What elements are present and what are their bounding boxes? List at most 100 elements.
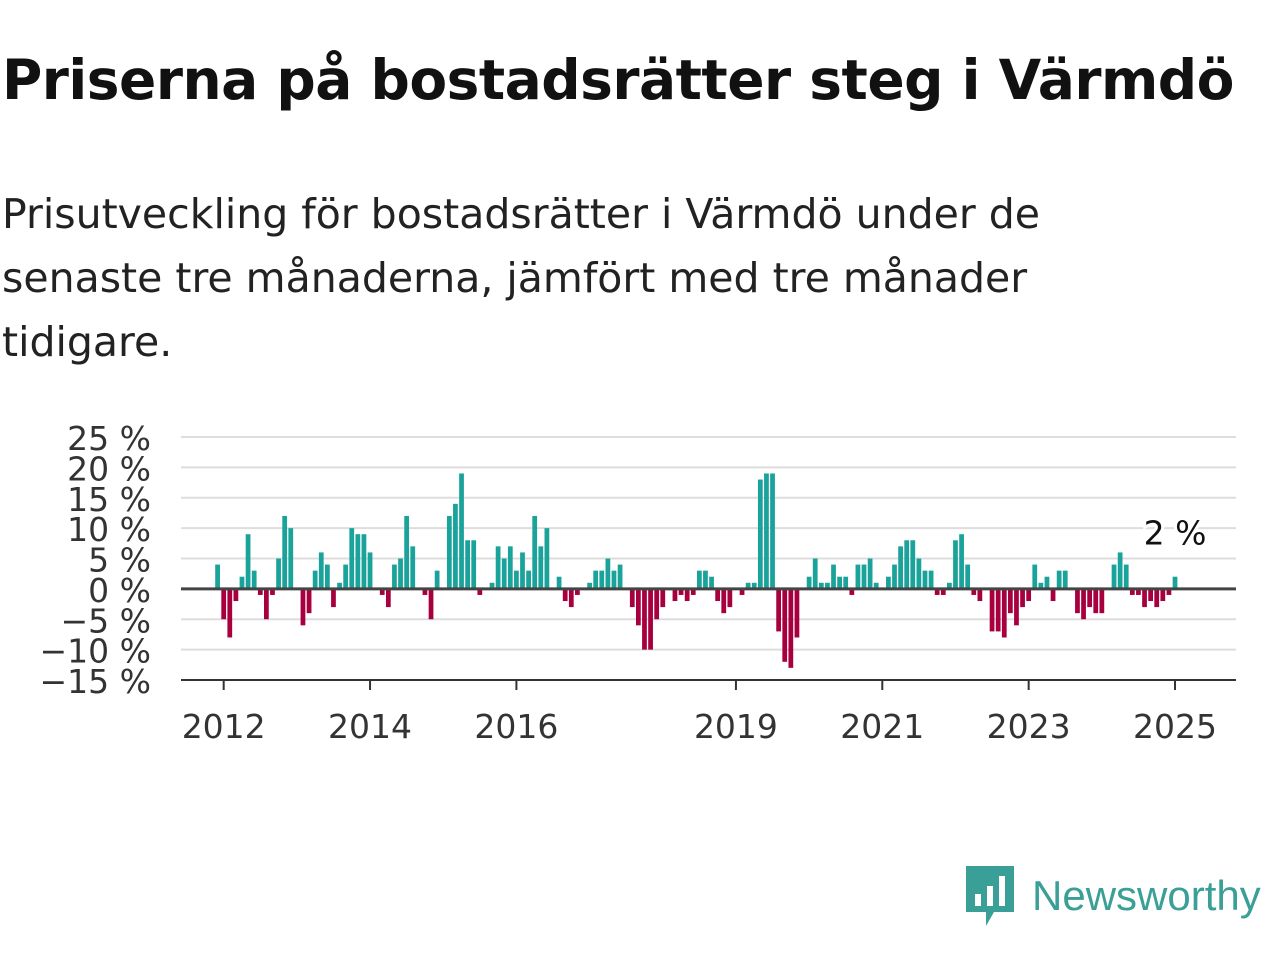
- bar: [715, 588, 721, 602]
- gridlines: [181, 436, 1236, 681]
- bar: [1123, 564, 1129, 589]
- x-tick-label: 2016: [474, 707, 558, 746]
- x-tick-label: 2012: [182, 707, 266, 746]
- bar: [538, 546, 544, 589]
- bar: [453, 503, 458, 589]
- bar: [757, 479, 763, 589]
- bar: [709, 576, 714, 589]
- bar: [251, 570, 257, 589]
- bar: [257, 588, 263, 595]
- bar: [873, 582, 879, 589]
- bar: [1148, 588, 1154, 602]
- bar: [934, 588, 940, 595]
- bar: [751, 582, 757, 589]
- bar: [1136, 588, 1141, 595]
- x-tick-label: 2021: [840, 707, 924, 746]
- bar: [1032, 564, 1038, 589]
- bar: [215, 564, 220, 589]
- bar: [678, 588, 684, 595]
- bar: [349, 528, 355, 589]
- bar: [514, 570, 519, 589]
- bar: [660, 588, 666, 608]
- bar: [898, 546, 903, 589]
- bar: [959, 534, 964, 589]
- bar: [404, 515, 410, 589]
- bar: [264, 588, 269, 620]
- bar: [739, 588, 745, 595]
- bar: [245, 534, 251, 589]
- bar: [965, 564, 971, 589]
- bar: [648, 588, 653, 650]
- bar: [812, 558, 818, 589]
- bar: [599, 570, 605, 589]
- bar: [331, 588, 336, 608]
- x-tick-label: 2019: [694, 707, 778, 746]
- bar: [1087, 588, 1093, 608]
- bar: [239, 576, 245, 589]
- bar: [1081, 588, 1086, 620]
- bar: [953, 540, 958, 589]
- y-tick-label: 5 %: [88, 541, 151, 580]
- bar: [922, 570, 928, 589]
- bar: [1160, 588, 1166, 602]
- y-tick-label: 15 %: [67, 480, 151, 519]
- bar: [1050, 588, 1056, 602]
- bar: [270, 588, 275, 595]
- bar: [1117, 552, 1123, 589]
- bar: [355, 534, 361, 589]
- bar: [916, 558, 922, 589]
- bar: [306, 588, 312, 614]
- x-tick-label: 2023: [987, 707, 1071, 746]
- bar: [410, 546, 416, 589]
- bar: [825, 582, 830, 589]
- annotations: 2 %: [1141, 511, 1210, 556]
- y-tick-label: 10 %: [67, 510, 151, 549]
- bar: [1142, 588, 1147, 608]
- bar: [1166, 588, 1172, 595]
- bar: [672, 588, 678, 602]
- bar: [684, 588, 690, 602]
- last-value-label: 2 %: [1144, 514, 1207, 553]
- bar: [526, 570, 531, 589]
- bars: [215, 473, 1178, 668]
- bar: [867, 558, 873, 589]
- bar: [770, 473, 775, 589]
- bar: [727, 588, 733, 608]
- bar: [1044, 576, 1050, 589]
- bar: [568, 588, 574, 608]
- bar: [465, 540, 470, 589]
- y-tick-label: 25 %: [67, 419, 151, 458]
- brand: Newsworthy: [964, 864, 1261, 928]
- bar: [233, 588, 239, 602]
- bar: [1111, 564, 1117, 589]
- bar: [1172, 576, 1178, 589]
- bar: [1014, 588, 1019, 626]
- brand-name: Newsworthy: [1032, 872, 1261, 919]
- bar: [361, 534, 367, 589]
- chart-title: Priserna på bostadsrätter steg i Värmdö: [2, 48, 1234, 112]
- bar: [703, 570, 708, 589]
- bar: [489, 582, 495, 589]
- bar: [849, 588, 855, 595]
- bar: [1062, 570, 1068, 589]
- bar: [1099, 588, 1105, 614]
- bar: [995, 588, 1001, 632]
- bar: [947, 582, 952, 589]
- bar: [635, 588, 641, 626]
- bar: [276, 558, 281, 589]
- bar: [593, 570, 599, 589]
- bar: [544, 528, 550, 589]
- bar: [611, 570, 617, 589]
- bar: [605, 558, 611, 589]
- bar: [227, 588, 233, 638]
- bar: [221, 588, 227, 620]
- y-tick-label: 20 %: [67, 449, 151, 488]
- bar: [654, 588, 660, 620]
- bar: [1026, 588, 1032, 602]
- y-tick-label: −5 %: [61, 601, 152, 640]
- bar: [1056, 570, 1062, 589]
- bar: [794, 588, 800, 638]
- bar: [904, 540, 910, 589]
- bar: [337, 582, 342, 589]
- bar: [806, 576, 812, 589]
